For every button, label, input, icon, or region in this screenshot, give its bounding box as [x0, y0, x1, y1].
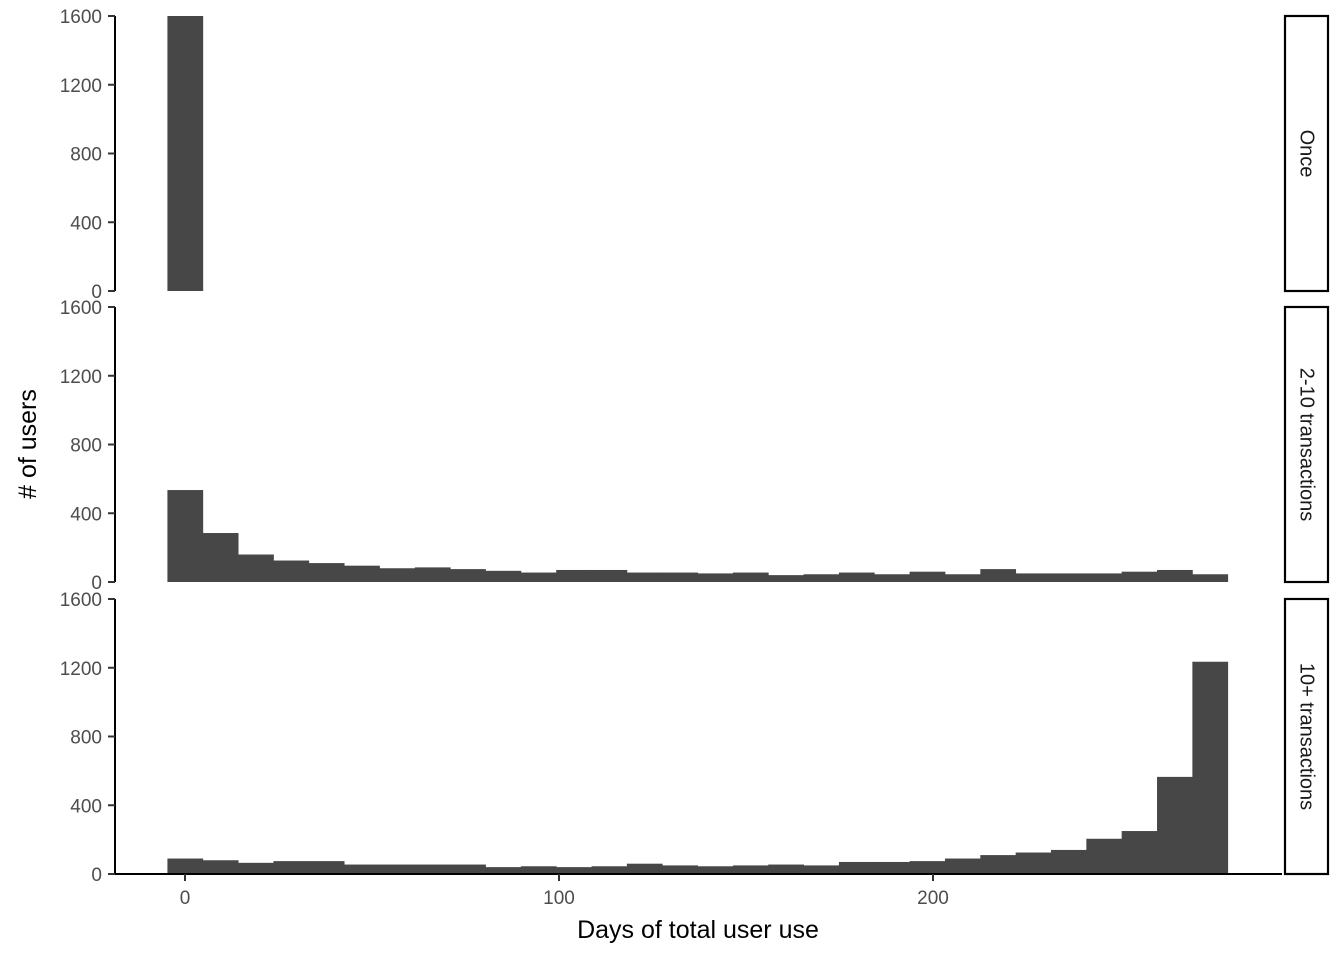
histogram-bar [1050, 573, 1087, 582]
histogram-bar [520, 866, 557, 874]
histogram-bar [273, 560, 310, 582]
histogram-bar [202, 533, 239, 582]
histogram-bar [980, 569, 1017, 582]
y-axis-title: # of users [14, 389, 42, 499]
y-tick-label: 400 [70, 504, 102, 525]
histogram-bar [1121, 571, 1158, 582]
histogram-bar [202, 860, 239, 874]
y-tick-label: 1600 [60, 590, 102, 611]
facet-panel-1: 0 400 800 1200 1600 Once [60, 7, 1330, 303]
histogram-bar [273, 861, 310, 874]
histogram-bar [768, 864, 804, 874]
y-tick-label: 400 [70, 796, 102, 817]
histogram-bar [238, 862, 274, 874]
histogram-bar [626, 863, 663, 874]
histogram-bar [697, 573, 734, 582]
histogram-bar [1192, 661, 1229, 874]
facet-panel-3: 0 400 800 1200 1600 10+ transactions [60, 590, 1330, 886]
histogram-bar [344, 864, 380, 874]
y-tick-label: 1600 [60, 7, 102, 28]
histogram-bar [909, 861, 946, 874]
histogram-bar [238, 554, 274, 582]
histogram-bar [909, 571, 946, 582]
histogram-bar [379, 864, 416, 874]
y-tick-label: 1200 [60, 659, 102, 680]
histogram-bar [1086, 838, 1123, 874]
histogram-bar [1157, 776, 1193, 874]
y-tick-label: 400 [70, 213, 102, 234]
x-axis-title: Days of total user use [577, 916, 819, 944]
histogram-bar [838, 572, 875, 582]
histogram-bar [308, 563, 345, 582]
y-tick-label: 800 [70, 145, 102, 166]
y-tick-label: 0 [91, 865, 102, 886]
histogram-bar [803, 865, 840, 874]
histogram-bar [591, 866, 628, 874]
histogram-bar [167, 16, 204, 291]
y-tick-label: 1200 [60, 76, 102, 97]
histogram-bar [167, 490, 204, 582]
histogram-bar [944, 574, 981, 582]
facet-panels: 0 400 800 1200 1600 Once 0 400 800 1200 1600 2-10 t… [60, 7, 1330, 886]
facet-strip [1283, 597, 1330, 876]
histogram-bar [662, 572, 698, 582]
y-tick-label: 1600 [60, 298, 102, 319]
histogram-bar [379, 568, 416, 582]
facet-strip-label: Once [1296, 130, 1318, 178]
histogram-bar [980, 855, 1017, 874]
histogram-bar [308, 861, 345, 874]
histogram-bar [874, 861, 911, 874]
facet-strip-label: 2-10 transactions [1296, 368, 1318, 521]
facet-strip [1283, 14, 1330, 293]
histogram-bar [450, 864, 486, 874]
histogram-bar [732, 572, 769, 582]
histogram-bar [414, 567, 451, 582]
x-tick-label: 100 [543, 888, 575, 909]
y-tick-label: 800 [70, 728, 102, 749]
histogram-bar [838, 861, 875, 874]
x-tick-label: 0 [180, 888, 191, 909]
histogram-bar [450, 569, 486, 582]
histogram-bar [732, 865, 769, 874]
histogram-bar [768, 575, 804, 582]
histogram-bar [485, 570, 522, 582]
y-tick-label: 0 [91, 573, 102, 594]
histogram-bar [803, 574, 840, 582]
histogram-bar [1121, 831, 1158, 874]
histogram-bar [167, 858, 204, 874]
histogram-bar [1015, 852, 1052, 874]
histogram-bar [944, 858, 981, 874]
y-tick-label: 1200 [60, 367, 102, 388]
histogram-bar [874, 574, 911, 582]
x-tick-label: 200 [917, 888, 949, 909]
histogram-bar [485, 867, 522, 874]
y-tick-label: 800 [70, 436, 102, 457]
histogram-bar [556, 569, 592, 582]
histogram-bar [1050, 849, 1087, 874]
histogram-bar [1157, 569, 1193, 582]
histogram-bar [1015, 573, 1052, 582]
y-tick-label: 0 [91, 282, 102, 303]
facet-strip-label: 10+ transactions [1296, 663, 1318, 810]
histogram-bar [344, 565, 380, 582]
histogram-bar [414, 864, 451, 874]
histogram-bar [520, 572, 557, 582]
histogram-bar [697, 866, 734, 874]
histogram-bar [1086, 573, 1123, 582]
x-axis: 0 100 200 [115, 873, 1282, 909]
histogram-bar [662, 865, 698, 874]
histogram-bar [1192, 574, 1229, 582]
histogram-bar [556, 867, 592, 874]
facet-panel-2: 0 400 800 1200 1600 2-10 transactions [60, 298, 1330, 594]
histogram-bar [591, 569, 628, 582]
facet-strip [1283, 305, 1330, 584]
histogram-bar [626, 572, 663, 582]
